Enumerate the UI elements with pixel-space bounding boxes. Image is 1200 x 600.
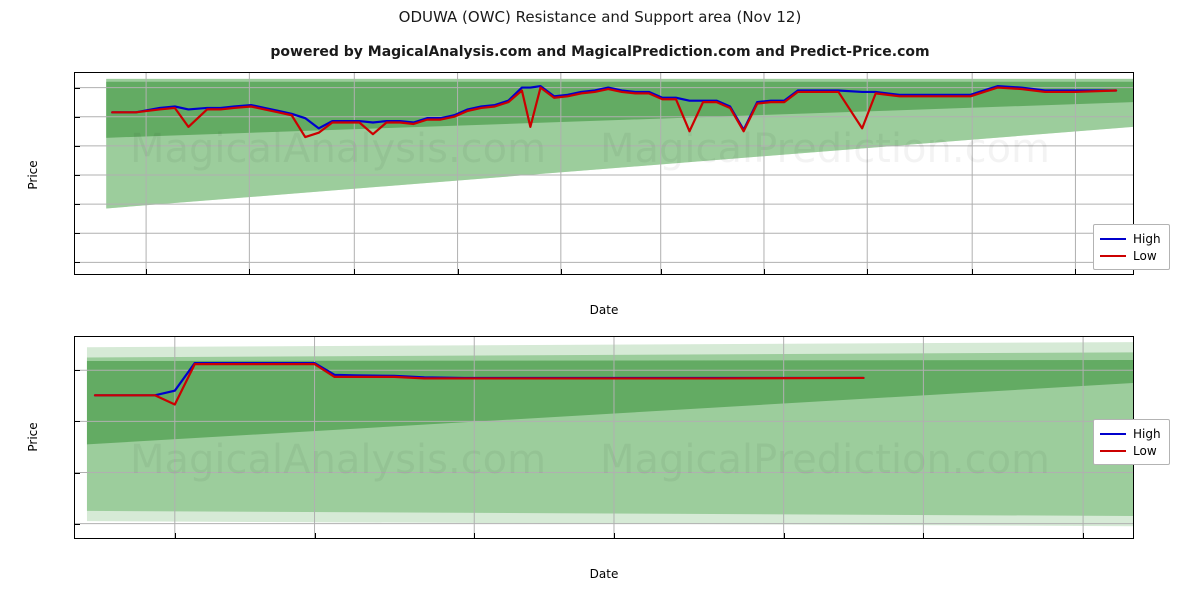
top-legend: High Low [1093, 224, 1170, 270]
series-low [93, 363, 865, 406]
x-tick-mark [1075, 269, 1077, 274]
bottom-legend: High Low [1093, 419, 1170, 465]
page-title: ODUWA (OWC) Resistance and Support area … [398, 8, 802, 26]
band-core-zone [106, 81, 1133, 138]
bottom-legend-row-low: Low [1100, 442, 1161, 459]
top-y-axis-label: Price [26, 160, 40, 190]
x-tick-mark [249, 269, 251, 274]
watermark-left-bottom: MagicalAnalysis.com [130, 437, 546, 483]
y-tick-mark [75, 204, 80, 206]
bottom-x-axis-label: Date [589, 567, 619, 581]
x-tick-mark [972, 269, 974, 274]
x-tick-mark [560, 269, 562, 274]
top-legend-row-low: Low [1100, 247, 1161, 264]
top-x-axis-label: Date [589, 303, 619, 317]
low-line-swatch [1100, 254, 1126, 257]
bottom-legend-low-label: Low [1133, 443, 1157, 458]
x-tick-mark [146, 269, 148, 274]
high-line-swatch [1100, 432, 1126, 435]
series-high [111, 85, 1118, 131]
x-tick-mark [763, 269, 765, 274]
series-low [111, 86, 1118, 139]
x-tick-mark [1083, 533, 1085, 538]
x-tick-mark [867, 269, 869, 274]
y-tick-mark [75, 472, 80, 474]
page-subtitle: powered by MagicalAnalysis.com and Magic… [270, 44, 930, 60]
bottom-y-axis-label: Price [26, 422, 40, 452]
y-tick-mark [75, 370, 80, 372]
y-tick-mark [75, 421, 80, 423]
x-tick-mark [613, 533, 615, 538]
band-core-zone [86, 360, 1133, 445]
x-tick-mark [783, 533, 785, 538]
y-tick-mark [75, 174, 80, 176]
y-tick-mark [75, 87, 80, 89]
x-tick-mark [474, 533, 476, 538]
bottom-legend-high-label: High [1133, 426, 1161, 441]
y-tick-mark [75, 233, 80, 235]
top-legend-high-label: High [1133, 231, 1161, 246]
top-plot-area: MagicalAnalysis.com MagicalPrediction.co… [74, 72, 1134, 275]
top-panel: Price MagicalAnalysis.com MagicalPredict… [26, 72, 1170, 317]
watermark-left-top: MagicalAnalysis.com [130, 126, 546, 172]
top-legend-row-high: High [1100, 230, 1161, 247]
low-line-swatch [1100, 449, 1126, 452]
watermark-right-bottom: MagicalPrediction.com [600, 437, 1050, 483]
x-tick-mark [174, 533, 176, 538]
x-tick-mark [354, 269, 356, 274]
top-legend-low-label: Low [1133, 248, 1157, 263]
x-tick-mark [314, 533, 316, 538]
x-tick-mark [457, 269, 459, 274]
y-tick-mark [75, 116, 80, 118]
high-line-swatch [1100, 237, 1126, 240]
x-tick-mark [660, 269, 662, 274]
bottom-plot-area: MagicalAnalysis.com MagicalPrediction.co… [74, 336, 1134, 539]
watermark-right-top: MagicalPrediction.com [600, 126, 1050, 172]
y-tick-mark [75, 523, 80, 525]
x-tick-mark [923, 533, 925, 538]
bottom-legend-row-high: High [1100, 425, 1161, 442]
y-tick-mark [75, 145, 80, 147]
bottom-panel: Price MagicalAnalysis.com MagicalPredict… [0, 320, 1200, 600]
y-tick-mark [75, 262, 80, 264]
